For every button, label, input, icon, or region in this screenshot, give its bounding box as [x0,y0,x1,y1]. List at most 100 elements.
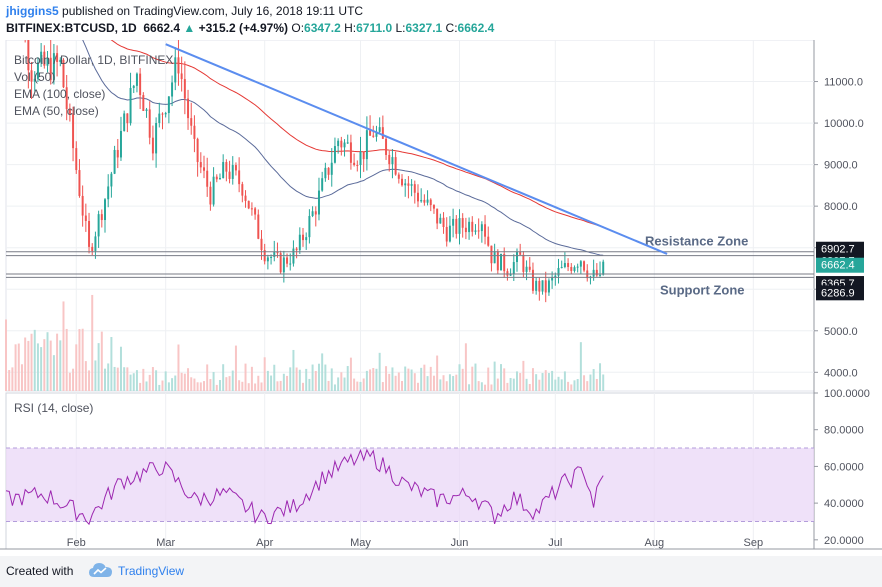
candle-body[interactable] [503,253,506,272]
candle-body[interactable] [356,165,359,167]
candle-body[interactable] [423,199,426,203]
candle-body[interactable] [506,271,509,276]
candle-body[interactable] [538,280,541,292]
candle-body[interactable] [448,225,451,242]
candle-body[interactable] [94,236,97,251]
candle-body[interactable] [573,267,576,272]
candle-body[interactable] [595,269,598,276]
candle-body[interactable] [455,218,458,234]
candle-body[interactable] [190,118,193,126]
candle-body[interactable] [107,186,110,200]
legend-item[interactable]: EMA (50, close) [14,104,99,118]
author-link[interactable]: jhiggins5 [6,4,59,18]
candle-body[interactable] [171,82,174,97]
candle-body[interactable] [317,190,320,215]
legend-item[interactable]: Bitcoin / Dollar, 1D, BITFINEX [14,53,173,67]
candle-body[interactable] [484,224,487,237]
candle-body[interactable] [212,176,215,205]
candle-body[interactable] [234,165,237,171]
candle-body[interactable] [353,162,356,166]
candle-body[interactable] [407,183,410,186]
candle-body[interactable] [567,263,570,267]
candle-body[interactable] [72,114,75,149]
candle-body[interactable] [56,53,59,62]
candle-body[interactable] [461,218,464,228]
candle-body[interactable] [59,59,62,62]
candle-body[interactable] [321,178,324,191]
candle-body[interactable] [490,245,493,264]
candle-body[interactable] [471,221,474,232]
candle-body[interactable] [333,146,336,163]
legend-item[interactable]: Vol (50) [14,70,55,84]
candle-body[interactable] [84,215,87,221]
candle-body[interactable] [576,266,579,268]
candle-body[interactable] [148,109,151,138]
candle-body[interactable] [196,138,199,163]
candle-body[interactable] [397,174,400,179]
candle-body[interactable] [250,208,253,210]
candle-body[interactable] [493,251,496,264]
candle-body[interactable] [541,280,544,292]
candle-body[interactable] [592,269,595,277]
candle-body[interactable] [126,113,129,124]
candle-body[interactable] [305,237,308,241]
candle-body[interactable] [337,140,340,147]
candle-body[interactable] [97,214,100,237]
candle-body[interactable] [531,269,534,291]
candle-body[interactable] [193,125,196,139]
candle-body[interactable] [222,162,225,179]
candle-body[interactable] [286,257,289,264]
candle-body[interactable] [273,251,276,257]
price-chart[interactable]: FebMarAprMayJunJulAugSep4000.05000.06000… [0,40,882,556]
candle-body[interactable] [432,205,435,209]
legend-item[interactable]: EMA (100, close) [14,87,105,101]
candle-body[interactable] [439,217,442,224]
candle-body[interactable] [158,113,161,123]
candle-body[interactable] [225,162,228,172]
candle-body[interactable] [62,59,65,88]
candle-body[interactable] [525,266,528,272]
candle-body[interactable] [231,165,234,179]
candle-body[interactable] [330,162,333,175]
candle-body[interactable] [477,230,480,232]
candle-body[interactable] [551,277,554,281]
candle-body[interactable] [46,57,49,66]
candle-body[interactable] [276,251,279,254]
candle-body[interactable] [68,109,71,115]
candle-body[interactable] [522,254,525,272]
candle-body[interactable] [180,73,183,80]
candle-body[interactable] [270,256,273,258]
candle-body[interactable] [359,151,362,166]
candle-body[interactable] [135,73,138,86]
candle-body[interactable] [289,263,292,265]
candle-body[interactable] [244,195,247,201]
candle-body[interactable] [314,211,317,215]
candle-body[interactable] [420,199,423,202]
candle-body[interactable] [544,280,547,293]
candle-body[interactable] [174,57,177,83]
candle-body[interactable] [557,267,560,276]
candle-body[interactable] [241,184,244,196]
candle-body[interactable] [346,142,349,144]
tradingview-brand-link[interactable]: TradingView [118,564,185,578]
candle-body[interactable] [496,251,499,271]
rsi-legend[interactable]: RSI (14, close) [14,401,93,415]
candle-body[interactable] [40,51,43,63]
candle-body[interactable] [49,57,52,81]
candle-body[interactable] [203,167,205,171]
candle-body[interactable] [381,127,384,139]
candle-body[interactable] [302,234,305,241]
trendline[interactable] [165,43,668,255]
candle-body[interactable] [295,248,298,251]
candle-body[interactable] [151,137,154,154]
candle-body[interactable] [343,142,346,148]
candle-body[interactable] [155,122,158,154]
candle-body[interactable] [369,130,372,136]
candle-body[interactable] [228,171,231,179]
candle-body[interactable] [161,113,164,115]
candle-body[interactable] [113,149,116,174]
candle-body[interactable] [372,135,375,137]
candle-body[interactable] [464,227,467,233]
candle-body[interactable] [30,70,33,82]
candle-body[interactable] [279,253,282,273]
